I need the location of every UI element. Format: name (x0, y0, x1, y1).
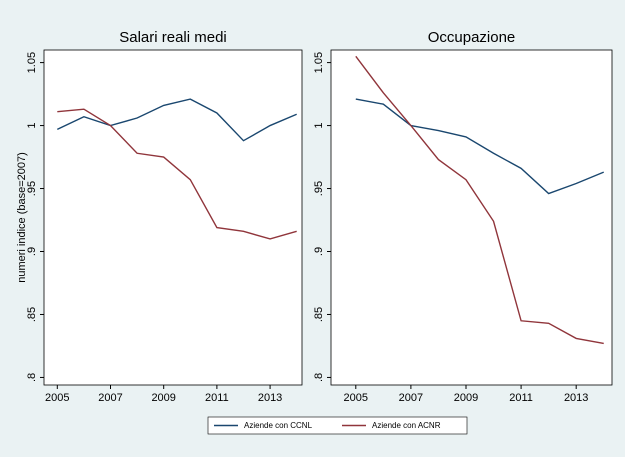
y-tick-label: .9 (313, 247, 325, 256)
y-tick-label: 1.05 (313, 52, 325, 73)
x-tick-label: 2009 (151, 392, 175, 404)
legend-box (207, 416, 468, 435)
x-tick-label: 2013 (258, 392, 282, 404)
legend-label: Aziende con ACNR (372, 421, 441, 430)
y-tick-label: .85 (313, 307, 325, 322)
series-line (56, 98, 297, 142)
plot-area (330, 49, 613, 386)
y-tick-label: .9 (26, 247, 38, 256)
x-tick-label: 2011 (205, 392, 229, 404)
y-tick-label: .8 (313, 373, 325, 382)
y-tick-label: 1 (26, 123, 38, 129)
y-tick-label: 1.05 (26, 52, 38, 73)
y-tick-label: .95 (313, 181, 325, 196)
x-tick-label: 2013 (564, 392, 588, 404)
series-line (355, 98, 605, 195)
y-axis-label: numeri indice (base=2007) (16, 152, 28, 283)
legend-label: Aziende con CCNL (244, 421, 313, 430)
panel-title: Salari reali medi (119, 29, 227, 46)
y-tick-label: .85 (26, 307, 38, 322)
x-tick-label: 2005 (344, 392, 368, 404)
x-tick-label: 2009 (454, 392, 478, 404)
x-tick-label: 2007 (399, 392, 423, 404)
plot-area (43, 49, 303, 386)
x-tick-label: 2011 (509, 392, 533, 404)
y-tick-label: .8 (26, 373, 38, 382)
panel-title: Occupazione (428, 29, 516, 46)
x-tick-label: 2007 (98, 392, 122, 404)
y-tick-label: .95 (26, 181, 38, 196)
y-tick-label: 1 (313, 123, 325, 129)
series-line (57, 108, 297, 240)
x-tick-label: 2005 (45, 392, 69, 404)
series-line (355, 55, 604, 345)
